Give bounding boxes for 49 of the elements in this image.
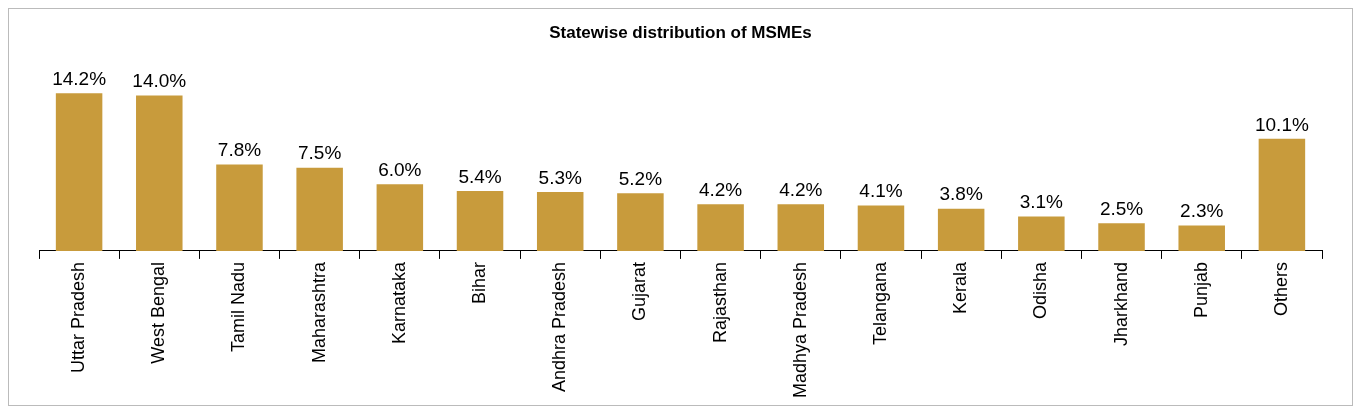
x-tick-label: Madhya Pradesh — [789, 261, 810, 399]
bar — [617, 193, 664, 251]
bar — [697, 204, 744, 251]
bar — [857, 205, 905, 251]
data-label: 7.8% — [217, 139, 262, 161]
data-label: 2.3% — [1180, 200, 1224, 222]
x-tick-label: Kerala — [950, 260, 971, 314]
bar — [1098, 223, 1145, 251]
x-tick-label: Tamil Nadu — [228, 261, 249, 352]
x-tick-label: Karnataka — [388, 260, 409, 344]
x-tick-label: West Bengal — [148, 261, 169, 364]
bar — [296, 167, 343, 251]
data-label: 5.2% — [618, 167, 663, 189]
bar — [536, 192, 584, 251]
x-tick-label: Telangana — [869, 260, 890, 345]
data-label: 7.5% — [298, 142, 342, 164]
bar — [1258, 138, 1306, 251]
data-label: 14.2% — [52, 68, 107, 90]
x-tick-label: Jharkhand — [1110, 261, 1131, 346]
data-label: 4.1% — [859, 180, 903, 202]
data-label: 3.8% — [939, 183, 983, 205]
x-tick-label: Punjab — [1190, 261, 1211, 318]
bar — [136, 95, 183, 251]
bar — [55, 93, 103, 251]
bar — [1178, 225, 1225, 251]
data-label: 5.4% — [458, 165, 502, 187]
x-tick-label: Gujarat — [629, 261, 650, 321]
data-label: 4.2% — [698, 179, 743, 201]
x-tick-label: Uttar Pradesh — [68, 261, 89, 373]
bar — [937, 208, 985, 251]
bar — [456, 191, 504, 251]
data-label: 4.2% — [779, 179, 823, 201]
x-tick-label: Others — [1270, 261, 1291, 316]
data-label: 14.0% — [132, 70, 187, 92]
x-tick-label: Andhra Pradesh — [549, 261, 570, 393]
data-label: 3.1% — [1019, 191, 1064, 213]
x-tick-label: Rajasthan — [709, 261, 730, 343]
bar — [777, 204, 825, 251]
x-tick-label: Odisha — [1030, 260, 1051, 319]
data-label: 5.3% — [538, 166, 582, 188]
bar — [1018, 216, 1065, 251]
x-tick-label: Bihar — [469, 261, 489, 304]
data-label: 6.0% — [378, 159, 422, 181]
bar — [376, 184, 424, 251]
data-label: 10.1% — [1254, 113, 1309, 135]
data-label: 2.5% — [1099, 197, 1144, 219]
x-tick-label: Maharashtra — [308, 260, 329, 363]
bar — [216, 164, 263, 251]
chart-title: Statewise distribution of MSMEs — [549, 22, 812, 42]
